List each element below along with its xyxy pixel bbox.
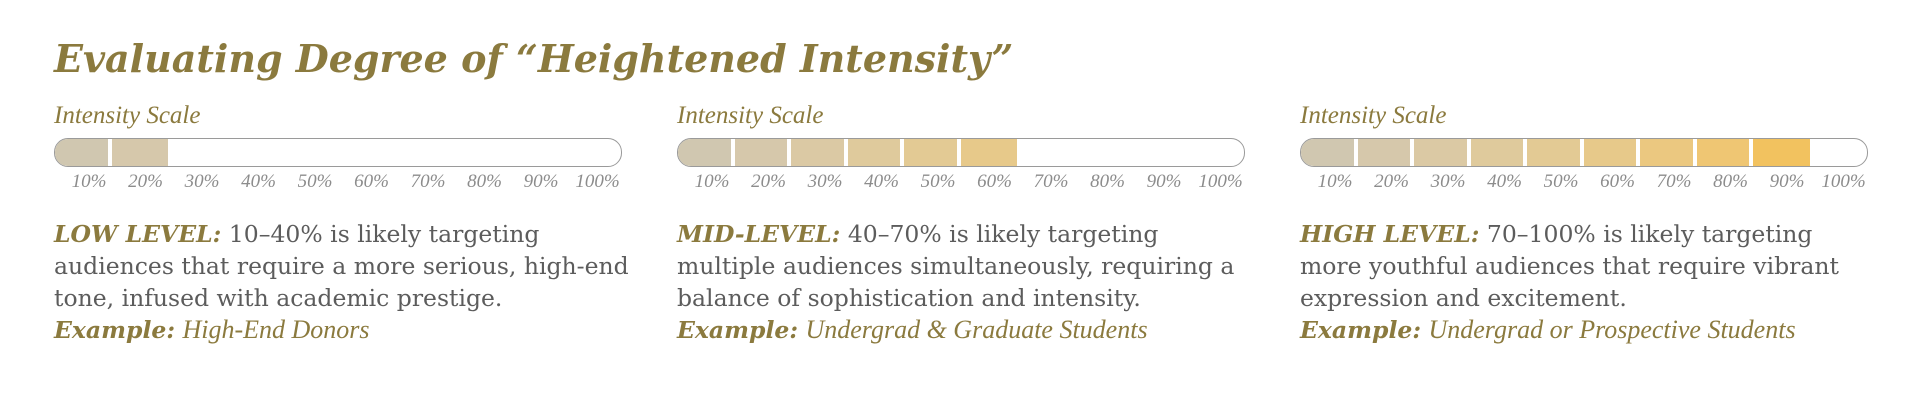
example-label: Example: [54,316,175,344]
intensity-segment [1414,139,1467,166]
tick-label: 80% [467,171,502,192]
tick-label: 40% [1487,171,1522,192]
tick-label: 90% [1769,171,1805,192]
tick-label: 100% [575,171,620,192]
tick-label: 60% [1600,171,1635,192]
tick-label: 90% [1146,171,1182,192]
tick-label: 60% [977,171,1012,192]
tick-label: 30% [1430,171,1466,192]
tick-label: 70% [410,171,446,192]
intensity-scale-label: Intensity Scale [1300,102,1447,129]
intensity-segment [791,139,844,166]
level-description: MID-LEVEL: 40–70% is likely targeting mu… [677,218,1252,314]
intensity-scale-bar [677,138,1245,167]
intensity-segment [904,139,957,166]
level-description-text: 70–100% is likely targeting more youthfu… [1300,220,1839,312]
tick-label: 10% [71,171,107,192]
tick-label: 100% [1198,171,1243,192]
example-line: Example: High-End Donors [54,314,370,346]
tick-label: 70% [1656,171,1692,192]
example-line: Example: Undergrad or Prospective Studen… [1300,314,1796,346]
example-value: Undergrad or Prospective Students [1428,315,1796,344]
intensity-segment [847,139,900,166]
tick-label: 20% [1374,171,1409,192]
level-description-text: 40–70% is likely targeting multiple audi… [677,220,1235,312]
tick-label: 20% [128,171,163,192]
tick-label: 40% [241,171,276,192]
intensity-scale-ticks: 10% 20% 30% 40% 50% 60% 70% 80% 90% 100% [54,170,624,194]
intensity-segment [1527,139,1580,166]
level-description: HIGH LEVEL: 70–100% is likely targeting … [1300,218,1875,314]
intensity-segment [1301,139,1354,166]
tick-label: 100% [1821,171,1866,192]
intensity-scale-ticks: 10% 20% 30% 40% 50% 60% 70% 80% 90% 100% [677,170,1247,194]
tick-label: 40% [864,171,899,192]
level-label: MID-LEVEL: [677,220,841,248]
intensity-segment [734,139,787,166]
level-label: HIGH LEVEL: [1300,220,1480,248]
intensity-segment [1640,139,1693,166]
intensity-scale-bar [54,138,622,167]
page-title: Evaluating Degree of “Heightened Intensi… [54,36,1014,81]
example-value: High-End Donors [182,315,370,344]
tick-label: 50% [297,171,333,192]
tick-label: 10% [1317,171,1353,192]
tick-label: 10% [694,171,730,192]
example-value: Undergrad & Graduate Students [805,315,1148,344]
intensity-segment [111,139,168,166]
level-label: LOW LEVEL: [54,220,222,248]
intensity-scale-label: Intensity Scale [677,102,824,129]
intensity-segment [678,139,731,166]
example-label: Example: [677,316,798,344]
intensity-segment [1696,139,1749,166]
tick-label: 90% [523,171,559,192]
intensity-segment [960,139,1017,166]
intensity-segment [55,139,108,166]
example-label: Example: [1300,316,1421,344]
tick-label: 70% [1033,171,1069,192]
tick-label: 80% [1713,171,1748,192]
tick-label: 30% [807,171,843,192]
intensity-segment [1357,139,1410,166]
intensity-segment [1753,139,1810,166]
tick-label: 20% [751,171,786,192]
tick-label: 50% [1543,171,1579,192]
tick-label: 50% [920,171,956,192]
intensity-scale-ticks: 10% 20% 30% 40% 50% 60% 70% 80% 90% 100% [1300,170,1870,194]
tick-label: 80% [1090,171,1125,192]
level-description-text: 10–40% is likely targeting audiences tha… [54,220,629,312]
tick-label: 30% [184,171,220,192]
intensity-segment [1470,139,1523,166]
example-line: Example: Undergrad & Graduate Students [677,314,1148,346]
intensity-scale-bar [1300,138,1868,167]
tick-label: 60% [354,171,389,192]
intensity-scale-label: Intensity Scale [54,102,201,129]
intensity-segment [1583,139,1636,166]
level-description: LOW LEVEL: 10–40% is likely targeting au… [54,218,629,314]
